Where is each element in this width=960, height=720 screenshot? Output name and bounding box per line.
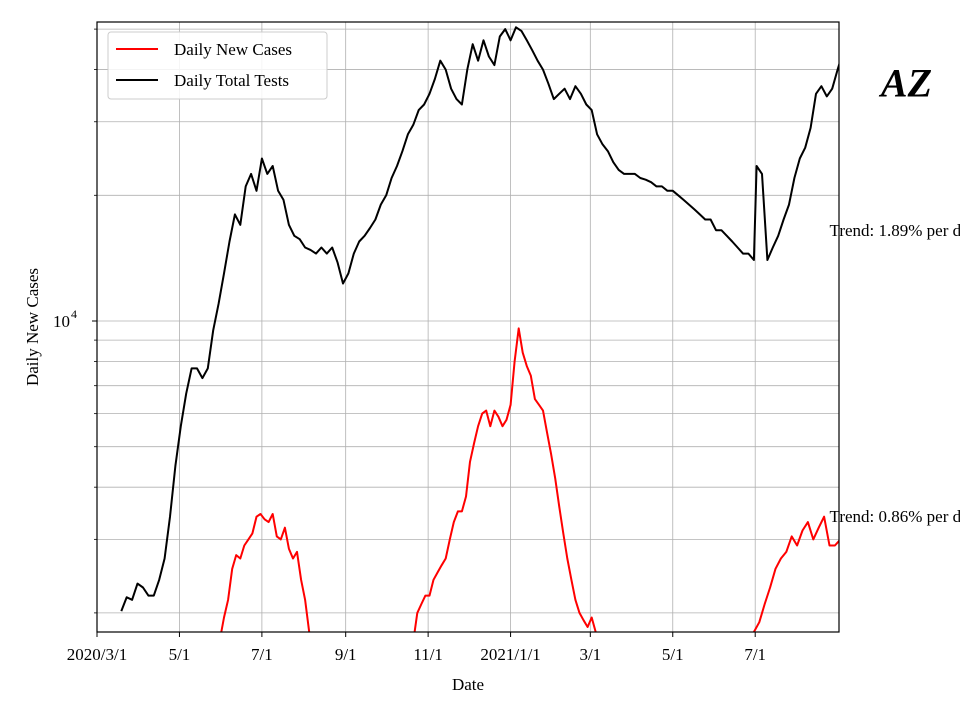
x-tick-label: 7/1 <box>744 645 766 664</box>
plot-frame <box>96 21 840 633</box>
x-axis-ticks: 2020/3/1 5/1 7/1 9/1 11/1 2021/1/1 3/1 5/1 7/1 <box>67 632 766 664</box>
x-tick-label: 11/1 <box>413 645 443 664</box>
x-tick-label: 5/1 <box>662 645 684 664</box>
az-label: AZ <box>878 60 932 105</box>
x-axis-label: Date <box>452 675 484 694</box>
total-tests-line <box>120 26 839 612</box>
x-tick-label: 3/1 <box>579 645 601 664</box>
y-axis-ticks: 10 4 <box>53 28 97 614</box>
new-cases-line-segment-1 <box>220 513 311 632</box>
series-lines <box>120 26 839 632</box>
legend-box <box>107 31 328 100</box>
y-tick-exponent: 4 <box>71 307 77 321</box>
trend-annotation: Trend: 0.86% per day <box>830 507 960 526</box>
x-tick-label: 5/1 <box>169 645 191 664</box>
new-cases-line-segment-2 <box>413 327 597 632</box>
new-cases-line-segment-3 <box>753 515 839 632</box>
y-axis-label: Daily New Cases <box>23 268 42 386</box>
x-tick-label: 2021/1/1 <box>480 645 540 664</box>
legend-label-new-cases: Daily New Cases <box>174 40 292 59</box>
annotations: Trend: 1.89% per day Trend: 0.86% per day… <box>830 60 960 526</box>
legend-label-total-tests: Daily Total Tests <box>174 71 289 90</box>
x-tick-label: 2020/3/1 <box>67 645 127 664</box>
grid-lines <box>96 22 839 632</box>
legend: Daily New Cases Daily Total Tests <box>107 31 328 100</box>
y-tick-label: 10 <box>53 312 70 331</box>
x-tick-label: 9/1 <box>335 645 357 664</box>
x-tick-label: 7/1 <box>251 645 273 664</box>
trend-annotation: Trend: 1.89% per day <box>830 221 960 240</box>
